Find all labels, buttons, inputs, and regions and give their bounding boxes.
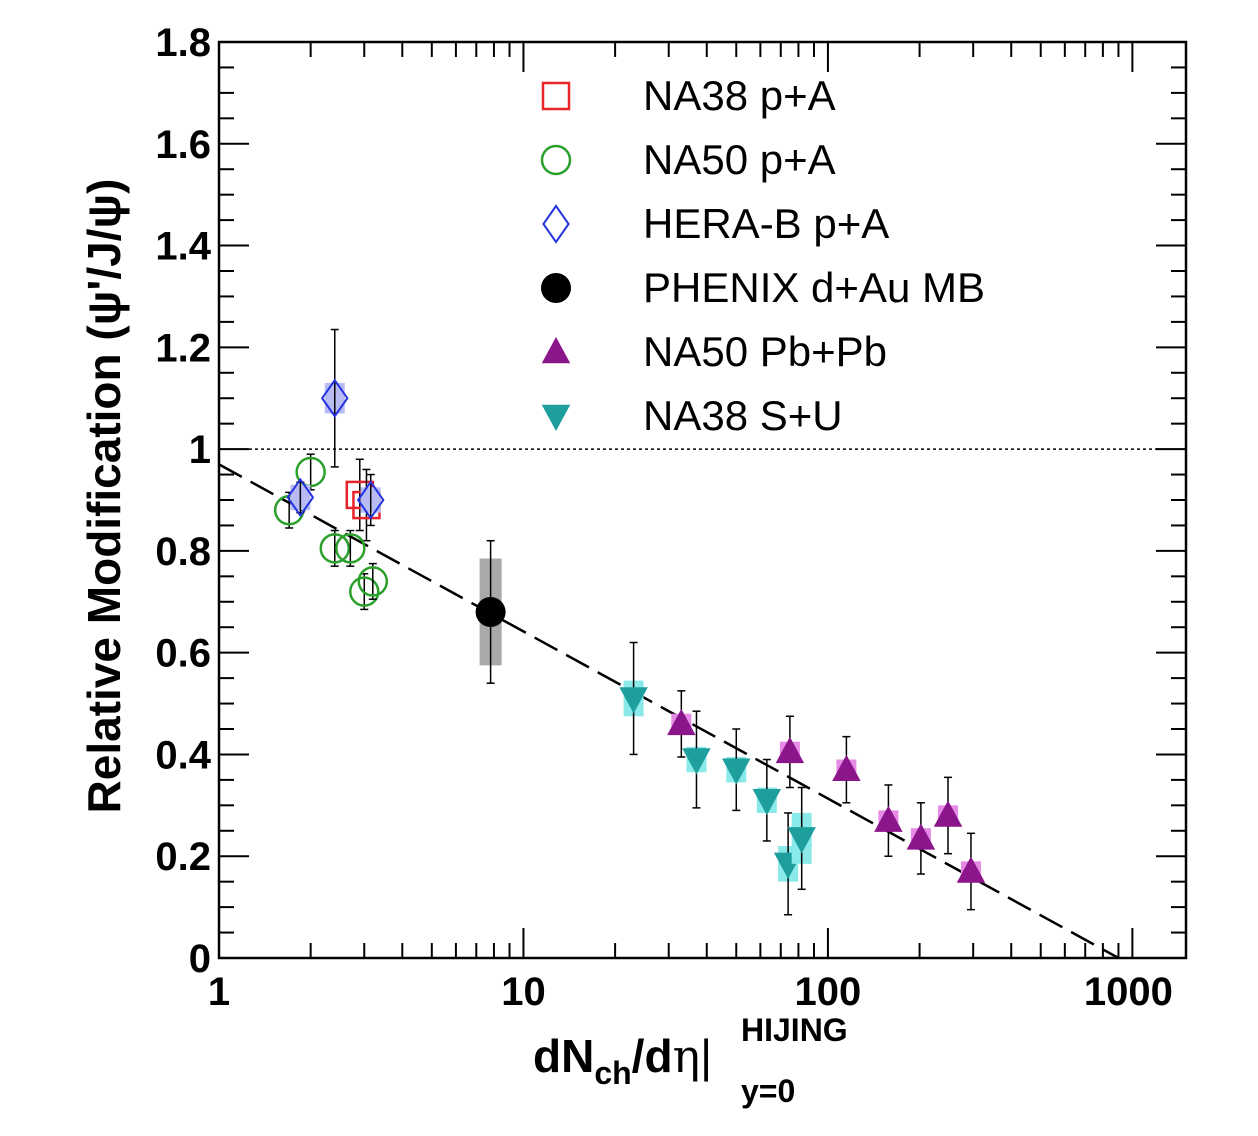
y-axis-title: Relative Modification (ψ'/J/ψ) — [78, 179, 130, 814]
fit-line — [218, 463, 1120, 960]
data-point — [320, 378, 349, 418]
data-point — [286, 477, 315, 518]
data-layer — [273, 328, 986, 916]
data-point — [349, 576, 380, 607]
y-tick-label: 1.8 — [155, 21, 211, 65]
x-title-main: dN — [533, 1030, 594, 1082]
legend-item: NA38 p+A — [541, 72, 836, 119]
y-tick-label: 0.8 — [155, 530, 211, 574]
data-point — [722, 758, 751, 785]
legend-marker — [542, 204, 570, 244]
x-tick-label: 10 — [501, 970, 546, 1014]
axis-ticks: 1 10 100 1000 0 0.2 0.4 0.6 0.8 1 1.2 1.4 1.6 1.8 — [155, 21, 1186, 1014]
legend-label: NA38 p+A — [643, 72, 836, 119]
legend-label: NA50 Pb+Pb — [643, 328, 887, 375]
x-tick-label: 1 — [208, 970, 230, 1014]
fit-line-layer — [218, 463, 1120, 960]
y-tick-label: 1.2 — [155, 326, 211, 370]
legend-item: NA38 S+U — [541, 392, 843, 439]
data-point — [682, 748, 711, 775]
legend-label: NA50 p+A — [643, 136, 836, 183]
data-point — [357, 566, 389, 597]
x-title-sub-ch: ch — [594, 1055, 631, 1091]
legend-marker — [540, 144, 572, 176]
data-point — [335, 533, 366, 564]
data-point — [874, 805, 903, 832]
legend-marker — [541, 273, 571, 303]
x-title-superscript: HIJING — [741, 1012, 848, 1048]
series-hera-b-p-a — [286, 328, 385, 527]
data-point — [752, 788, 782, 816]
data-point — [619, 687, 648, 714]
legend-item: HERA-B p+A — [542, 200, 889, 247]
data-point — [295, 456, 326, 488]
y-tick-label: 1.6 — [155, 123, 211, 167]
legend-marker — [541, 404, 571, 431]
legend-marker — [541, 81, 571, 111]
legend-label: HERA-B p+A — [643, 200, 889, 247]
data-point — [475, 596, 506, 627]
x-title-slash-d: /d — [632, 1030, 673, 1082]
x-title-subscript: y=0 — [741, 1073, 795, 1109]
series-na50-pb-pb — [667, 690, 986, 911]
data-point — [787, 827, 816, 854]
data-point — [667, 708, 696, 736]
legend-label: PHENIX d+Au MB — [643, 264, 985, 311]
y-tick-label: 0 — [189, 937, 211, 981]
x-title-bar: | — [700, 1030, 712, 1082]
legend-label: NA38 S+U — [643, 392, 843, 439]
data-point — [356, 480, 385, 520]
data-point — [956, 856, 986, 883]
data-point — [319, 533, 351, 564]
series-phenix-d-au-mb — [475, 539, 506, 684]
y-tick-label: 0.4 — [155, 733, 211, 777]
y-tick-label: 1.4 — [155, 225, 211, 269]
legend-item: NA50 Pb+Pb — [541, 328, 887, 375]
data-point — [906, 823, 936, 850]
y-tick-label: 0.2 — [155, 835, 211, 879]
x-axis-title: dNch/dη| — [533, 1029, 712, 1091]
x-tick-label: 1000 — [1084, 970, 1173, 1014]
legend-item: PHENIX d+Au MB — [541, 264, 985, 311]
data-point — [775, 736, 805, 764]
legend-marker — [541, 337, 571, 364]
series-na38-s-u — [619, 641, 816, 916]
x-tick-label: 100 — [795, 970, 862, 1014]
legend: NA38 p+A NA50 p+A HERA-B p+A PHENIX d+Au MB… — [540, 72, 985, 439]
x-title-eta: η — [673, 1029, 701, 1083]
y-tick-label: 1 — [189, 428, 211, 472]
y-tick-label: 0.6 — [155, 632, 211, 676]
data-point — [832, 754, 861, 781]
data-point — [933, 800, 963, 827]
legend-item: NA50 p+A — [540, 136, 836, 183]
